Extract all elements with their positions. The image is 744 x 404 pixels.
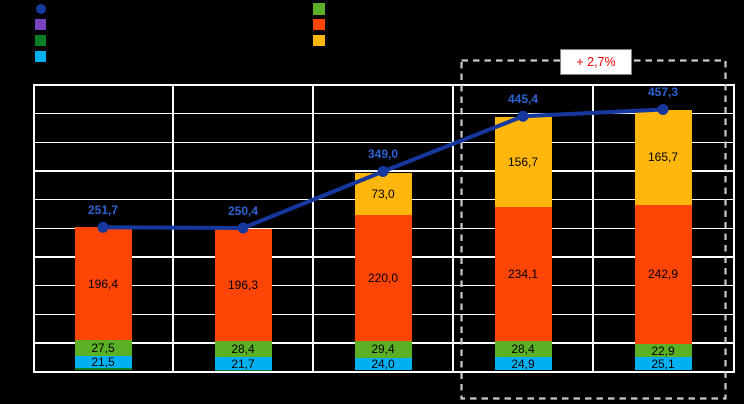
bar-segment-green: 22,9 xyxy=(634,343,692,358)
bar-value-label: 21,7 xyxy=(231,356,255,371)
legend-marker-total-line xyxy=(35,3,46,14)
bar-value-label: 22,9 xyxy=(651,343,675,358)
bar-value-label: 28,4 xyxy=(231,342,255,357)
gridline-horizontal xyxy=(35,112,733,115)
total-value-label: 250,4 xyxy=(227,203,259,218)
gridline-vertical xyxy=(592,86,594,371)
bar-value-label: 242,9 xyxy=(647,267,679,282)
bar-value-label: 196,4 xyxy=(87,276,119,291)
legend-marker-series-dark-green xyxy=(35,35,46,46)
bar-segment-orange: 196,3 xyxy=(214,228,272,342)
bar-segment-cyan: 21,7 xyxy=(214,356,272,371)
annotation-box: + 2,7% xyxy=(560,49,632,75)
bar-segment-orange: 196,4 xyxy=(74,227,132,340)
bar-value-label: 29,4 xyxy=(371,342,395,357)
bar-value-label: 24,0 xyxy=(371,357,395,372)
legend-marker-series-cyan xyxy=(35,51,46,62)
bar-value-label: 25,1 xyxy=(651,356,675,371)
total-value-label: 349,0 xyxy=(367,147,399,162)
legend-marker-series-green xyxy=(313,3,325,15)
bar-value-label: 27,5 xyxy=(91,340,115,355)
bar-segment-cyan: 21,5 xyxy=(74,354,132,369)
legend-marker-series-amber xyxy=(313,34,325,47)
bar-segment-base-strip-dark-green xyxy=(74,368,132,371)
bar-segment-cyan: 25,1 xyxy=(634,356,692,371)
bar-segment-amber: 73,0 xyxy=(354,173,412,215)
legend-marker-series-orange xyxy=(313,18,325,31)
bar-value-label: 28,4 xyxy=(511,342,535,357)
legend-marker-series-purple xyxy=(35,18,46,30)
bar-value-label: 165,7 xyxy=(647,150,679,165)
bar-value-label: 234,1 xyxy=(507,266,539,281)
bar-segment-cyan: 24,0 xyxy=(354,357,412,372)
gridline-vertical xyxy=(312,86,314,371)
total-value-label: 457,3 xyxy=(647,84,679,99)
bar-segment-amber: 165,7 xyxy=(634,109,692,205)
bar-segment-base-strip-dark-green xyxy=(214,369,272,371)
bar-segment-cyan: 24,9 xyxy=(494,356,552,371)
bar-value-label: 156,7 xyxy=(507,154,539,169)
bar-segment-amber: 156,7 xyxy=(494,117,552,207)
total-value-label: 445,4 xyxy=(507,91,539,106)
plot-area: 21,5 27,5 196,4 21,7 28,4 196,3 24,0 29,4 220,0 7… xyxy=(33,84,735,373)
bar-value-label: 196,3 xyxy=(227,277,259,292)
gridline-horizontal xyxy=(35,170,733,172)
total-value-label: 251,7 xyxy=(87,202,119,217)
gridline-vertical xyxy=(452,86,454,371)
bar-segment-green: 29,4 xyxy=(354,340,412,358)
bar-segment-green: 28,4 xyxy=(494,340,552,358)
bar-value-label: 73,0 xyxy=(371,186,395,201)
bar-value-label: 21,5 xyxy=(91,354,115,369)
bar-segment-orange: 242,9 xyxy=(634,204,692,344)
bar-value-label: 24,9 xyxy=(511,356,535,371)
bar-segment-green: 28,4 xyxy=(214,341,272,358)
bar-value-label: 220,0 xyxy=(367,270,399,285)
gridline-vertical xyxy=(172,86,174,371)
bar-segment-orange: 234,1 xyxy=(494,206,552,341)
gridline-horizontal xyxy=(35,141,733,143)
bar-segment-orange: 220,0 xyxy=(354,214,412,341)
bar-segment-green: 27,5 xyxy=(74,339,132,356)
annotation-label: + 2,7% xyxy=(576,54,616,69)
